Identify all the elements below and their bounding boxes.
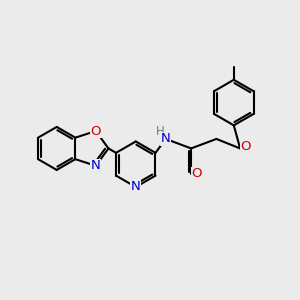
Text: N: N xyxy=(90,159,100,172)
Text: H: H xyxy=(156,125,164,139)
Text: O: O xyxy=(191,167,202,180)
Text: N: N xyxy=(161,132,171,146)
Text: N: N xyxy=(131,181,141,194)
Text: O: O xyxy=(241,140,251,153)
Text: O: O xyxy=(91,124,101,137)
